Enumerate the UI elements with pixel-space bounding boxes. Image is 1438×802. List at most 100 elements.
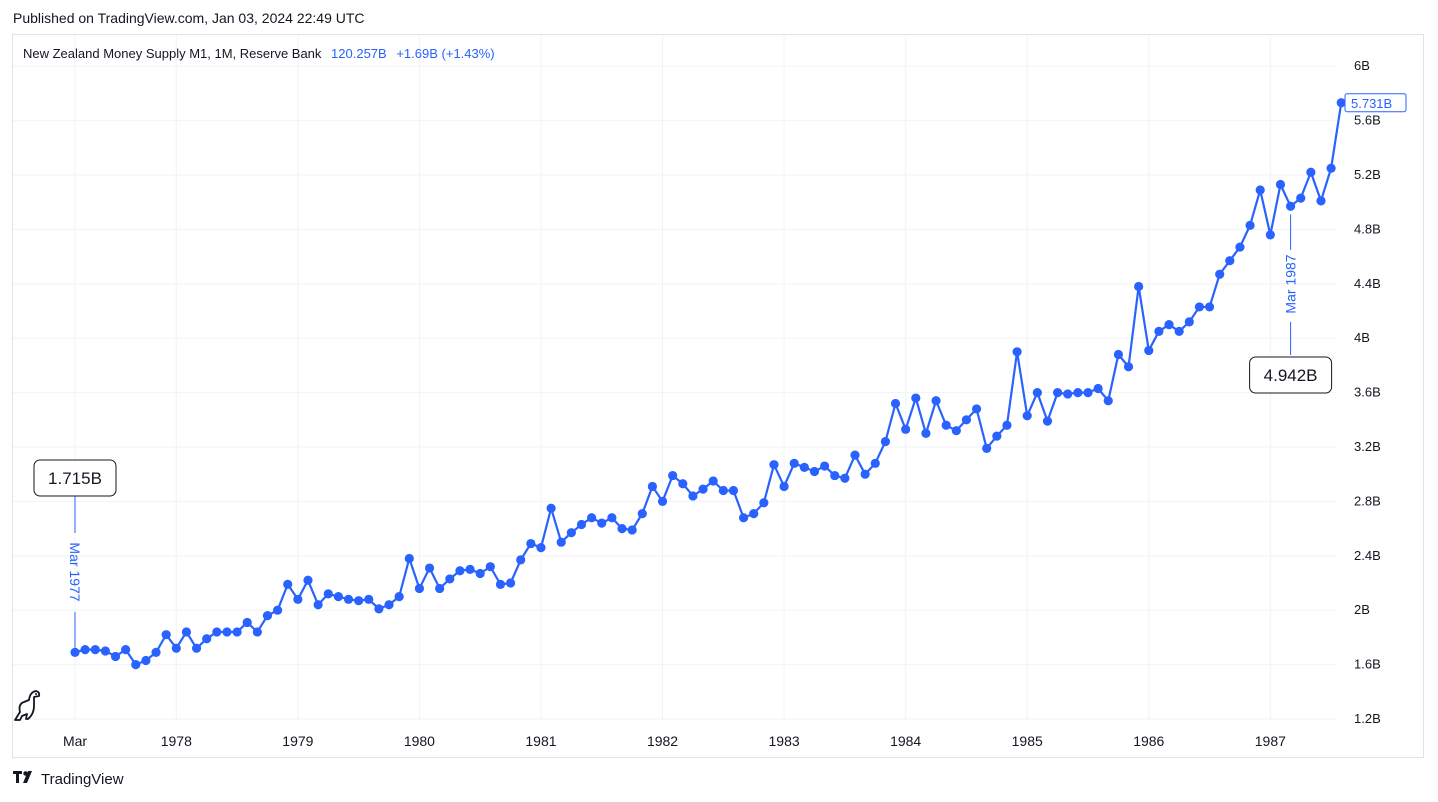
y-tick-label: 4.4B	[1354, 276, 1381, 291]
data-point	[830, 470, 840, 481]
data-point	[141, 655, 151, 666]
y-tick-label: 4B	[1354, 330, 1370, 345]
data-point	[647, 481, 658, 492]
data-point	[323, 589, 333, 599]
data-point	[1053, 388, 1063, 398]
data-point	[1296, 193, 1306, 203]
data-point	[536, 543, 546, 553]
data-point	[1012, 347, 1022, 357]
data-point	[1225, 256, 1235, 266]
data-point	[911, 393, 921, 403]
data-point	[901, 424, 911, 434]
data-point	[242, 617, 252, 628]
data-point	[698, 484, 708, 494]
data-point	[212, 627, 222, 637]
series-line	[74, 102, 1343, 666]
data-point	[597, 518, 607, 528]
data-point	[708, 476, 718, 486]
data-point	[789, 458, 799, 468]
data-point	[921, 428, 931, 438]
series-last-value: 120.257B	[331, 46, 387, 61]
data-point	[617, 524, 627, 534]
data-point	[1255, 185, 1265, 195]
data-point	[931, 396, 941, 406]
data-point	[779, 481, 789, 492]
y-tick-label: 4.8B	[1354, 221, 1381, 236]
data-point	[1275, 179, 1286, 190]
y-tick-label: 3.2B	[1354, 439, 1381, 454]
data-point	[161, 630, 171, 640]
x-tick-label: 1985	[1012, 733, 1043, 749]
data-point	[688, 491, 698, 501]
x-tick-label: 1978	[161, 733, 192, 749]
data-point	[992, 431, 1002, 441]
data-point	[374, 604, 384, 614]
data-point	[222, 627, 232, 637]
data-point	[384, 600, 394, 610]
data-point	[1215, 269, 1225, 279]
x-tick-label: 1983	[769, 733, 800, 749]
data-point	[880, 436, 891, 447]
data-point	[799, 462, 809, 472]
x-tick-label: 1986	[1133, 733, 1164, 749]
data-point	[435, 583, 445, 594]
y-tick-label: 2.4B	[1354, 548, 1381, 563]
data-point	[414, 583, 425, 594]
data-point	[313, 600, 323, 610]
data-point	[971, 404, 982, 414]
data-point	[121, 645, 131, 655]
data-point	[1002, 420, 1012, 430]
data-point	[110, 651, 121, 662]
data-point	[668, 470, 678, 481]
x-tick-label: 1979	[282, 733, 313, 749]
data-point	[1164, 320, 1174, 330]
data-point	[961, 415, 972, 425]
last-value-label: 5.731B	[1351, 96, 1392, 111]
data-point	[1326, 163, 1336, 173]
annotation-date-label: Mar 1977	[67, 542, 83, 601]
published-info: Published on TradingView.com, Jan 03, 20…	[13, 10, 365, 26]
data-point	[516, 555, 526, 565]
data-point	[465, 564, 475, 575]
data-point	[475, 568, 485, 579]
data-point	[1123, 362, 1134, 372]
y-tick-label: 3.6B	[1354, 385, 1381, 400]
data-point	[840, 473, 850, 483]
data-point	[1103, 396, 1113, 406]
chart-legend: New Zealand Money Supply M1, 1M, Reserve…	[23, 46, 495, 61]
data-point	[191, 643, 202, 653]
data-point	[404, 553, 414, 564]
data-point	[1154, 326, 1164, 336]
data-point	[505, 578, 516, 588]
data-point	[455, 566, 465, 576]
footer: TradingView	[13, 770, 124, 788]
data-point	[1174, 326, 1184, 336]
dinosaur-icon	[12, 686, 42, 727]
annotation-value-box	[33, 459, 117, 497]
data-point	[262, 611, 273, 621]
data-point	[1235, 242, 1245, 252]
data-point	[759, 498, 769, 508]
chart-frame	[12, 34, 1424, 758]
y-tick-label: 6B	[1354, 58, 1370, 73]
annotation-date-label: Mar 1987	[1283, 254, 1299, 313]
data-point	[1184, 317, 1194, 327]
data-point	[333, 592, 343, 602]
data-point	[850, 450, 860, 460]
data-point	[951, 426, 961, 436]
y-tick-label: 5.2B	[1354, 167, 1381, 182]
data-point	[495, 579, 506, 589]
data-point	[820, 461, 830, 471]
data-point	[283, 579, 293, 589]
data-point	[718, 485, 728, 496]
data-point	[273, 605, 283, 615]
data-point	[587, 513, 597, 523]
x-tick-label: 1984	[890, 733, 921, 749]
data-point	[80, 645, 90, 655]
x-tick-label: 1981	[525, 733, 556, 749]
data-point	[728, 485, 739, 496]
data-point	[1022, 411, 1032, 421]
data-point	[1194, 302, 1205, 312]
data-point	[1073, 388, 1083, 398]
